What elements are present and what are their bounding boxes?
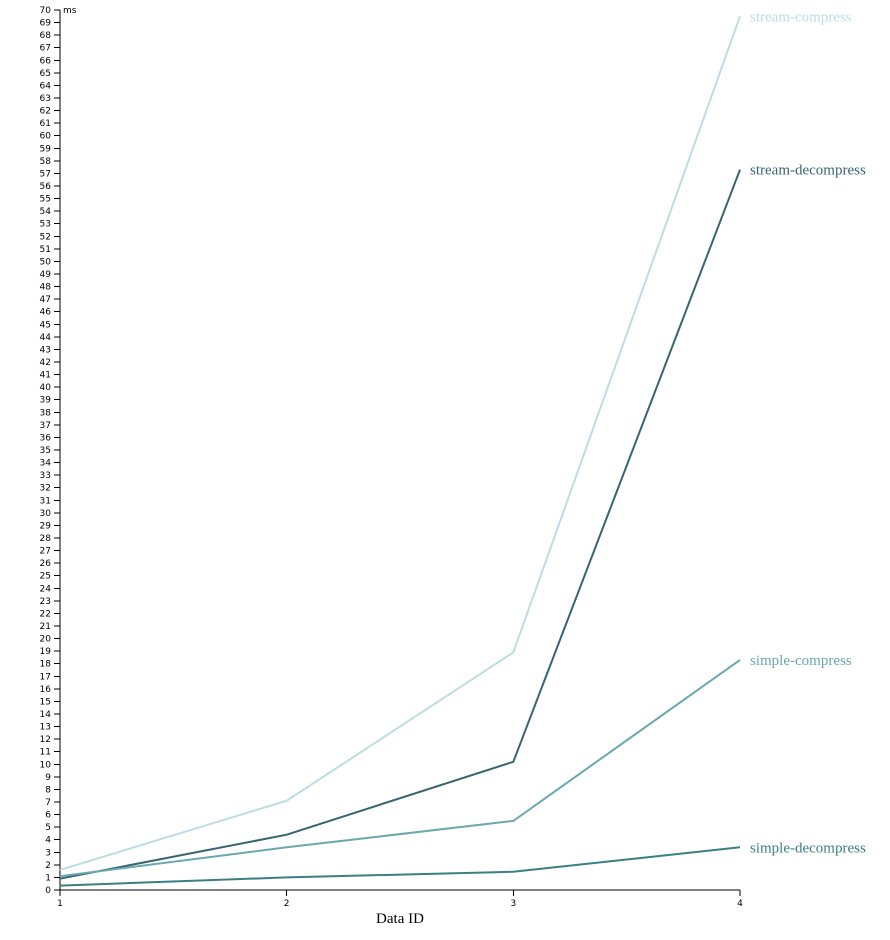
series-line-simple-decompress — [59, 846, 741, 887]
y-tick-label: 30 — [40, 509, 52, 519]
y-tick-label: 58 — [40, 157, 52, 167]
y-tick-label: 67 — [40, 44, 51, 54]
y-tick-label: 69 — [40, 19, 52, 29]
series-line-stream-compress — [59, 15, 741, 871]
y-tick-label: 20 — [40, 635, 52, 645]
series-label-simple-decompress: simple-decompress — [750, 840, 866, 856]
y-tick-label: 4 — [45, 836, 51, 846]
y-tick-label: 47 — [40, 295, 51, 305]
x-tick-label: 4 — [737, 899, 743, 909]
x-tick-label: 3 — [510, 899, 516, 909]
y-tick-label: 43 — [40, 345, 51, 355]
y-tick-label: 0 — [45, 886, 51, 896]
y-tick-label: 32 — [40, 484, 51, 494]
y-tick-label: 10 — [40, 760, 52, 770]
y-tick-label: 50 — [40, 257, 52, 267]
y-tick-label: 7 — [45, 798, 51, 808]
y-tick-label: 3 — [45, 848, 51, 858]
y-tick-label: 65 — [40, 69, 51, 79]
y-tick-label: 63 — [40, 94, 51, 104]
y-tick-label: 57 — [40, 169, 51, 179]
y-tick-label: 19 — [40, 647, 52, 657]
y-tick-label: 61 — [40, 119, 51, 129]
y-tick-label: 14 — [40, 710, 52, 720]
y-tick-label: 6 — [45, 811, 51, 821]
y-tick-label: 44 — [40, 333, 52, 343]
y-tick-label: 33 — [40, 471, 51, 481]
y-tick-label: 21 — [40, 622, 51, 632]
y-tick-label: 1 — [45, 873, 51, 883]
y-tick-label: 23 — [40, 597, 51, 607]
y-tick-label: 13 — [40, 723, 51, 733]
y-tick-label: 15 — [40, 697, 51, 707]
y-tick-label: 8 — [45, 785, 51, 795]
series-line-stream-decompress — [59, 169, 741, 880]
y-axis-unit-label: ms — [63, 6, 77, 16]
y-tick-label: 24 — [40, 584, 52, 594]
y-tick-label: 68 — [40, 31, 52, 41]
y-tick-label: 39 — [40, 396, 52, 406]
x-tick-label: 2 — [284, 899, 290, 909]
y-tick-label: 9 — [45, 773, 51, 783]
y-tick-label: 28 — [40, 534, 52, 544]
y-tick-label: 22 — [40, 609, 51, 619]
y-tick-label: 62 — [40, 107, 51, 117]
y-tick-label: 53 — [40, 220, 51, 230]
y-tick-label: 25 — [40, 572, 51, 582]
series-label-simple-compress: simple-compress — [750, 653, 852, 669]
y-tick-label: 17 — [40, 672, 51, 682]
series-lines — [59, 15, 741, 887]
y-tick-label: 40 — [40, 383, 52, 393]
y-tick-label: 46 — [40, 308, 52, 318]
x-tick-label: 1 — [57, 899, 63, 909]
series-label-stream-decompress: stream-decompress — [750, 163, 866, 179]
y-tick-label: 11 — [40, 748, 51, 758]
series-label-stream-compress: stream-compress — [750, 9, 852, 25]
y-tick-label: 29 — [40, 521, 52, 531]
y-tick-label: 48 — [40, 283, 52, 293]
y-tick-label: 45 — [40, 320, 51, 330]
y-tick-label: 70 — [40, 6, 52, 16]
y-tick-label: 66 — [40, 56, 52, 66]
y-tick-label: 55 — [40, 195, 51, 205]
y-tick-label: 2 — [45, 861, 51, 871]
series-line-simple-compress — [59, 659, 741, 878]
y-tick-label: 34 — [40, 459, 52, 469]
y-tick-label: 52 — [40, 232, 51, 242]
y-tick-label: 35 — [40, 446, 51, 456]
y-tick-label: 12 — [40, 735, 51, 745]
y-tick-label: 64 — [40, 81, 52, 91]
y-tick-label: 26 — [40, 559, 52, 569]
y-tick-label: 41 — [40, 371, 51, 381]
y-tick-label: 31 — [40, 496, 51, 506]
y-tick-label: 16 — [40, 685, 52, 695]
y-tick-label: 18 — [40, 660, 52, 670]
x-axis-title: Data ID — [376, 911, 424, 927]
x-axis: 1 2 3 4 — [57, 889, 743, 909]
series-labels: stream-compress stream-decompress simple-c… — [750, 9, 866, 856]
y-tick-label: 42 — [40, 358, 51, 368]
y-tick-label: 56 — [40, 182, 52, 192]
y-tick-label: 51 — [40, 245, 51, 255]
y-tick-label: 37 — [40, 421, 51, 431]
y-axis: 0123456789101112131415161718192021222324… — [40, 6, 61, 896]
y-tick-label: 5 — [45, 823, 51, 833]
y-tick-label: 38 — [40, 408, 52, 418]
y-tick-label: 54 — [40, 207, 52, 217]
y-tick-label: 59 — [40, 144, 52, 154]
y-tick-label: 36 — [40, 433, 52, 443]
y-tick-label: 60 — [40, 132, 52, 142]
y-tick-label: 27 — [40, 547, 51, 557]
y-tick-label: 49 — [40, 270, 52, 280]
